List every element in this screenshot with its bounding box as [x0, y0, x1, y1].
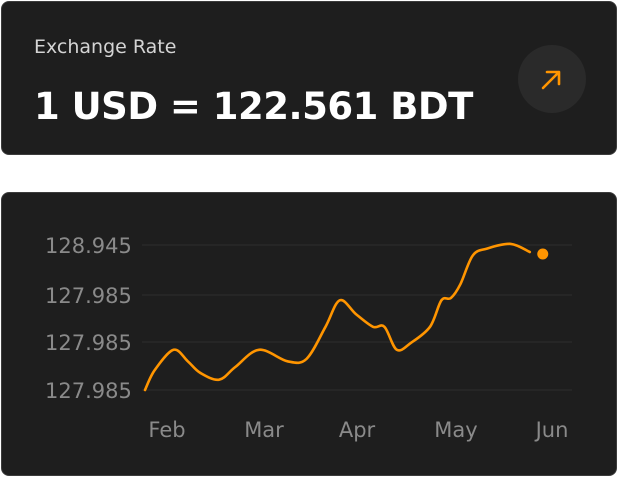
trend-button[interactable]: [518, 45, 586, 113]
x-tick-label: May: [434, 418, 477, 442]
y-tick-label: 127.985: [45, 284, 132, 308]
series-line: [143, 242, 532, 392]
exchange-rate-label: Exchange Rate: [34, 36, 177, 58]
y-tick-label: 127.985: [45, 331, 132, 355]
rate-chart: 128.945 127.985 127.985 127.985 Feb Mar Apr May…: [45, 234, 572, 442]
exchange-rate-card: Exchange Rate 1 USD = 122.561 BDT: [1, 1, 617, 155]
y-tick-label: 128.945: [45, 234, 132, 258]
exchange-rate-value: 1 USD = 122.561 BDT: [34, 85, 473, 128]
rate-chart-card: 128.945 127.985 127.985 127.985 Feb Mar Apr May…: [1, 192, 617, 476]
y-tick-label: 127.985: [45, 379, 132, 403]
x-tick-label: Apr: [339, 418, 376, 442]
current-point-marker: [537, 248, 549, 260]
x-tick-label: Feb: [148, 418, 185, 442]
arrow-up-right-icon: [541, 70, 561, 90]
x-tick-label: Jun: [534, 418, 569, 442]
x-tick-label: Mar: [244, 418, 284, 442]
